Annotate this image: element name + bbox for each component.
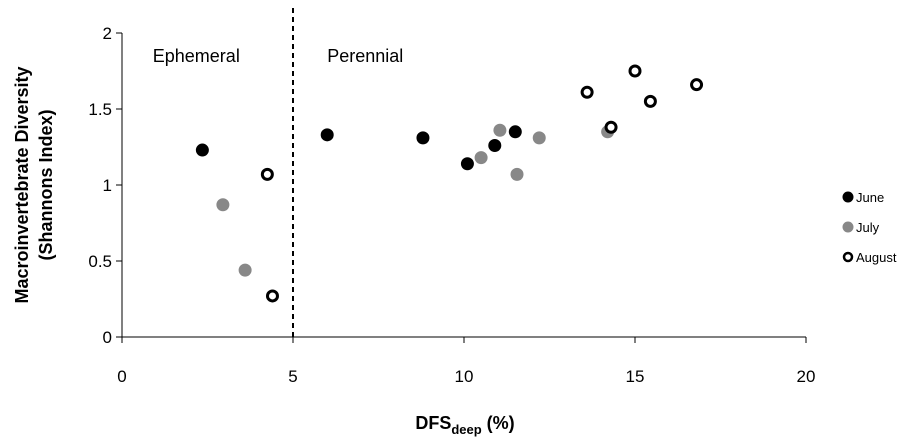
y-axis-title-line2: (Shannons Index) <box>36 109 56 260</box>
x-axis-title-sub: deep <box>451 422 481 437</box>
x-axis-title: DFSdeep (%) <box>415 413 514 437</box>
data-point-july <box>532 131 546 145</box>
y-tick-label: 1.5 <box>88 100 112 119</box>
legend-label-june: June <box>856 190 884 205</box>
data-point-august <box>643 94 657 108</box>
x-tick-label: 10 <box>455 367 474 386</box>
data-point-july <box>474 151 488 165</box>
legend-marker-june <box>842 191 854 203</box>
x-tick-label: 0 <box>117 367 126 386</box>
data-point-august <box>628 64 642 78</box>
y-tick-label: 0.5 <box>88 252 112 271</box>
x-axis-title-unit: (%) <box>482 413 515 433</box>
annotation-label: Perennial <box>327 46 403 66</box>
y-tick-label: 0 <box>103 328 112 347</box>
data-point-june <box>508 125 522 139</box>
y-axis-title: Macroinvertebrate Diversity (Shannons In… <box>12 66 56 303</box>
data-point-august <box>690 78 704 92</box>
data-point-june <box>195 143 209 157</box>
data-point-june <box>416 131 430 145</box>
x-axis-title-main: DFS <box>415 413 451 433</box>
y-tick-label: 1 <box>103 176 112 195</box>
data-point-june <box>460 157 474 171</box>
data-point-june <box>320 128 334 142</box>
data-point-july <box>510 167 524 181</box>
annotation-label: Ephemeral <box>153 46 240 66</box>
data-point-august <box>265 289 279 303</box>
data-point-june <box>488 138 502 152</box>
data-point-august <box>260 167 274 181</box>
x-tick-label: 5 <box>288 367 297 386</box>
x-tick-label: 20 <box>797 367 816 386</box>
legend-marker-july <box>842 221 854 233</box>
data-point-august <box>604 120 618 134</box>
x-tick-label: 15 <box>626 367 645 386</box>
legend-marker-august <box>842 251 854 263</box>
y-tick-label: 2 <box>103 24 112 43</box>
legend-label-august: August <box>856 250 897 265</box>
data-point-august <box>580 85 594 99</box>
legend: June July August <box>842 190 897 265</box>
y-axis-title-line1: Macroinvertebrate Diversity <box>12 66 32 303</box>
data-point-july <box>238 263 252 277</box>
data-point-july <box>216 198 230 212</box>
legend-label-july: July <box>856 220 880 235</box>
data-point-july <box>493 123 507 137</box>
